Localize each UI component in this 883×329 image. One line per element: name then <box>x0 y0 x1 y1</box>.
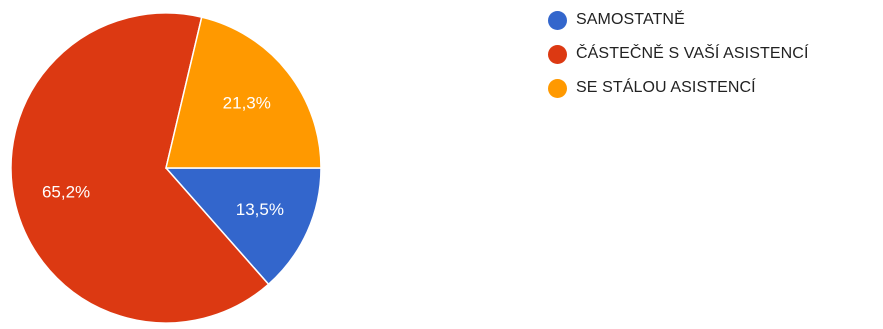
legend-label: ČÁSTEČNĚ S VAŠÍ ASISTENCÍ <box>576 45 809 62</box>
legend-label: SE STÁLOU ASISTENCÍ <box>576 79 756 96</box>
legend-label: SAMOSTATNĚ <box>576 11 685 28</box>
legend-swatch <box>548 44 567 64</box>
legend-item-2[interactable]: SE STÁLOU ASISTENCÍ <box>548 77 808 99</box>
pie-slice-label-0: 13,5% <box>236 200 284 219</box>
legend-item-1[interactable]: ČÁSTEČNĚ S VAŠÍ ASISTENCÍ <box>548 43 808 65</box>
legend-swatch <box>548 78 567 98</box>
legend-swatch <box>548 10 567 30</box>
pie-slice-2[interactable] <box>165 16 322 169</box>
chart-legend: SAMOSTATNĚ ČÁSTEČNĚ S VAŠÍ ASISTENCÍ SE ST… <box>548 9 808 111</box>
pie-slices <box>10 12 322 324</box>
pie-value-labels: 13,5% 65,2% 21,3% <box>42 94 284 219</box>
legend-item-0[interactable]: SAMOSTATNĚ <box>548 9 808 31</box>
pie-slice-1[interactable] <box>10 12 270 324</box>
pie-slice-label-2: 21,3% <box>223 94 271 113</box>
pie-slice-label-1: 65,2% <box>42 182 90 201</box>
pie-slice-0[interactable] <box>164 167 322 286</box>
